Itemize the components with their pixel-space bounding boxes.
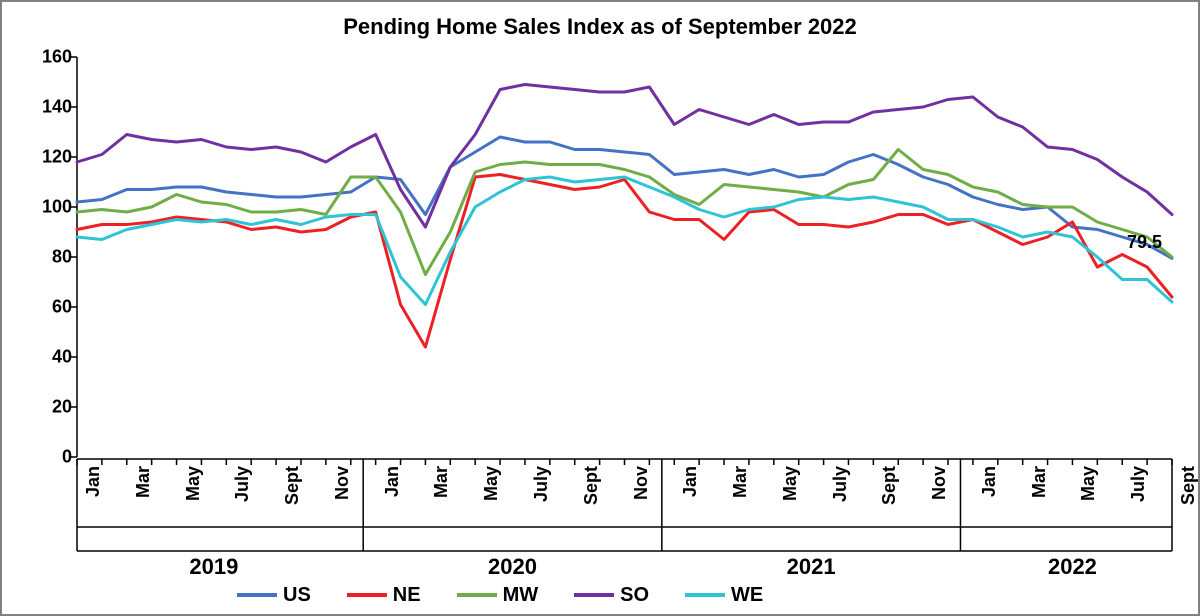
year-label: 2019 — [189, 554, 238, 580]
year-labels: 2019 2020 2021 2022 — [77, 554, 1172, 578]
chart-title: Pending Home Sales Index as of September… — [2, 14, 1198, 40]
x-tick-label: Mar — [730, 466, 751, 498]
x-tick-label: Jan — [382, 466, 403, 497]
series-line-mw — [77, 150, 1172, 275]
y-tick-label: 80 — [8, 247, 72, 268]
x-tick-label: Mar — [133, 466, 154, 498]
legend-swatch-ne — [347, 593, 387, 597]
year-label: 2022 — [1048, 554, 1097, 580]
x-tick-label: Jan — [680, 466, 701, 497]
legend-item-us: US — [237, 584, 311, 607]
chart-container: Pending Home Sales Index as of September… — [0, 0, 1200, 616]
x-tick-label: Jan — [979, 466, 1000, 497]
legend-label-ne: NE — [393, 584, 421, 607]
legend-swatch-us — [237, 593, 277, 597]
year-label: 2021 — [787, 554, 836, 580]
y-tick-label: 20 — [8, 397, 72, 418]
legend-swatch-we — [685, 593, 725, 597]
x-tick-label: Mar — [1029, 466, 1050, 498]
series-line-ne — [77, 175, 1172, 348]
plot-svg — [77, 57, 1172, 457]
legend-label-mw: MW — [503, 584, 539, 607]
y-tick-label: 120 — [8, 147, 72, 168]
x-tick-label: Nov — [631, 466, 652, 500]
legend-item-we: WE — [685, 584, 763, 607]
x-tick-label: May — [1078, 466, 1099, 501]
x-tick-label: May — [780, 466, 801, 501]
x-tick-label: Jan — [83, 466, 104, 497]
x-tick-label: Mar — [431, 466, 452, 498]
y-tick-label: 0 — [8, 447, 72, 468]
x-tick-label: Nov — [929, 466, 950, 500]
y-tick-label: 140 — [8, 97, 72, 118]
legend-label-so: SO — [620, 584, 649, 607]
x-axis-ticks: Jan Mar May July Sept Nov Jan Mar May July Sept Nov… — [77, 462, 1172, 542]
legend-item-so: SO — [574, 584, 649, 607]
x-tick-label: May — [481, 466, 502, 501]
y-tick-label: 40 — [8, 347, 72, 368]
x-tick-label: Sept — [581, 466, 602, 505]
x-tick-label: Sept — [1178, 466, 1199, 505]
x-tick-label: July — [830, 466, 851, 502]
legend-label-us: US — [283, 584, 311, 607]
legend-item-ne: NE — [347, 584, 421, 607]
x-tick-label: July — [232, 466, 253, 502]
x-tick-label: July — [1128, 466, 1149, 502]
x-tick-label: Nov — [332, 466, 353, 500]
x-tick-label: July — [531, 466, 552, 502]
end-value-label: 79.5 — [1127, 232, 1162, 253]
legend-swatch-mw — [457, 593, 497, 597]
x-tick-label: May — [183, 466, 204, 501]
legend-label-we: WE — [731, 584, 763, 607]
year-label: 2020 — [488, 554, 537, 580]
y-tick-label: 100 — [8, 197, 72, 218]
y-axis-ticks: 020406080100120140160 — [2, 57, 72, 457]
plot-area — [77, 57, 1172, 457]
legend: US NE MW SO WE — [237, 582, 1158, 608]
legend-item-mw: MW — [457, 584, 539, 607]
x-tick-label: Sept — [282, 466, 303, 505]
y-tick-label: 60 — [8, 297, 72, 318]
x-tick-label: Sept — [879, 466, 900, 505]
y-tick-label: 160 — [8, 47, 72, 68]
legend-swatch-so — [574, 593, 614, 597]
